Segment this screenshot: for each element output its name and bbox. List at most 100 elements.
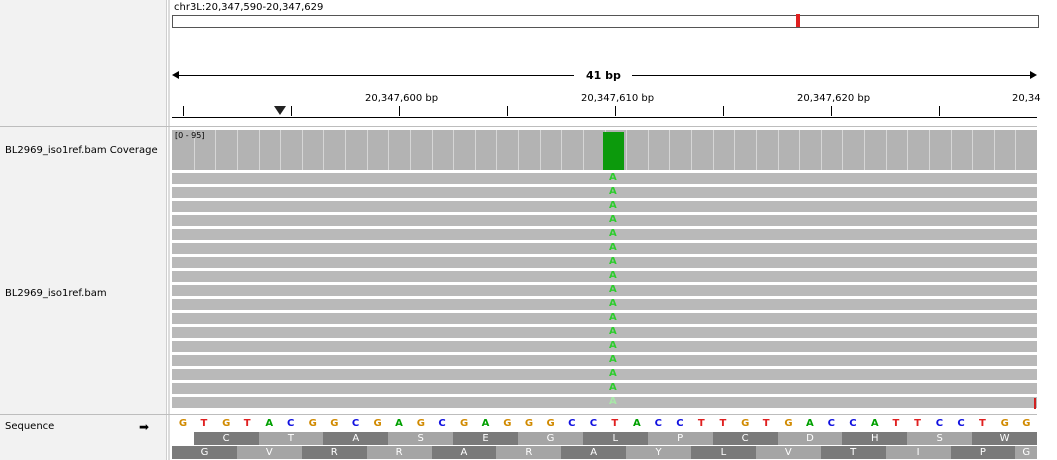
reference-base: T [697, 418, 705, 429]
coverage-column-divider [366, 130, 368, 170]
mismatch-base: A [609, 396, 617, 407]
ruler-tick [399, 106, 400, 116]
coverage-column-divider [1015, 130, 1017, 170]
aligned-read[interactable] [172, 369, 1037, 380]
mismatch-base: A [609, 326, 617, 337]
panel-divider[interactable] [168, 0, 170, 460]
amino-acid: C [712, 432, 778, 445]
reference-base: A [395, 418, 403, 429]
reference-base: C [957, 418, 965, 429]
mismatch-base: A [609, 172, 617, 183]
aligned-read[interactable] [172, 383, 1037, 394]
aligned-read[interactable] [172, 271, 1037, 282]
coverage-column-divider [301, 130, 303, 170]
coverage-column-divider [280, 130, 282, 170]
amino-acid: G [518, 432, 583, 445]
reference-base: A [870, 418, 879, 429]
alignment-track-name[interactable]: BL2969_iso1ref.bam [5, 288, 107, 299]
coverage-column-divider [626, 130, 628, 170]
ruler-baseline [172, 117, 1037, 118]
reference-base: C [351, 418, 360, 429]
aligned-read[interactable] [172, 341, 1037, 352]
aligned-read[interactable] [172, 355, 1037, 366]
coverage-column-divider [388, 130, 390, 170]
ruler-tick-label: 20,347,610 bp [581, 93, 655, 104]
amino-acid: E [453, 432, 518, 445]
span-label: 41 bp [586, 69, 621, 82]
coverage-column-divider [799, 130, 801, 170]
amino-acid: V [755, 446, 821, 459]
aligned-read[interactable] [172, 215, 1037, 226]
aligned-read[interactable] [172, 243, 1037, 254]
reference-base: G [1000, 418, 1009, 429]
amino-acid: G [172, 446, 237, 459]
reference-base: G [416, 418, 425, 429]
coverage-column-divider [993, 130, 995, 170]
aligned-read[interactable] [172, 299, 1037, 310]
reference-base: G [741, 418, 750, 429]
center-line-marker-icon [274, 106, 286, 115]
amino-acid: R [496, 446, 562, 459]
reference-base: C [654, 418, 662, 429]
reference-base: G [546, 418, 555, 429]
aligned-read[interactable] [172, 313, 1037, 324]
mismatch-base: A [609, 368, 617, 379]
ruler-tick-label: 20,347,600 bp [365, 93, 439, 104]
aligned-read[interactable] [172, 257, 1037, 268]
reference-base: G [524, 418, 534, 429]
amino-acid: P [647, 432, 713, 445]
coverage-column-divider [712, 130, 714, 170]
reference-base: G [330, 418, 339, 429]
coverage-data-range: [0 - 95] [175, 131, 205, 140]
reference-base: G [459, 418, 469, 429]
coverage-mismatch-bar[interactable] [603, 132, 624, 170]
aligned-read[interactable] [172, 173, 1037, 184]
ruler-tick [831, 106, 832, 116]
mismatch-base: A [609, 270, 617, 281]
mismatch-base: A [609, 242, 617, 253]
aligned-read[interactable] [172, 285, 1037, 296]
amino-acid: I [885, 446, 951, 459]
locus-label: chr3L:20,347,590-20,347,629 [174, 2, 324, 13]
reference-base: A [632, 418, 641, 429]
ruler-tick [183, 106, 184, 116]
coverage-column-divider [474, 130, 476, 170]
track-separator [0, 414, 1037, 415]
reference-base: C [589, 418, 598, 429]
mismatch-base: A [609, 298, 617, 309]
aligned-read[interactable] [172, 201, 1037, 212]
reference-base: A [481, 418, 490, 429]
strand-arrow-icon[interactable]: ➡ [139, 420, 150, 434]
track-name-panel [0, 0, 167, 460]
mismatch-base: A [609, 214, 617, 225]
ruler-tick [939, 106, 940, 116]
amino-acid: T [258, 432, 324, 445]
coverage-track-name[interactable]: BL2969_iso1ref.bam Coverage [5, 145, 158, 156]
coverage-column-divider [647, 130, 649, 170]
coverage-column-divider [777, 130, 779, 170]
coverage-column-divider [561, 130, 563, 170]
amino-acid: G [1015, 446, 1037, 459]
aligned-read[interactable] [172, 187, 1037, 198]
amino-acid: H [842, 432, 908, 445]
chromosome-ideogram[interactable] [172, 15, 1039, 28]
header-separator [0, 126, 1037, 127]
sequence-track-name[interactable]: Sequence [5, 421, 55, 432]
amino-acid: V [236, 446, 302, 459]
coverage-column-divider [669, 130, 671, 170]
amino-acid: S [388, 432, 454, 445]
reference-base: A [805, 418, 814, 429]
coverage-column-divider [215, 130, 217, 170]
coverage-column-divider [885, 130, 887, 170]
aligned-read[interactable] [172, 397, 1037, 408]
aligned-read[interactable] [172, 327, 1037, 338]
reference-base: C [568, 418, 576, 429]
aligned-read[interactable] [172, 229, 1037, 240]
ruler-tick-label: 20,34 [1012, 93, 1041, 104]
amino-acid: P [950, 446, 1016, 459]
amino-acid: A [561, 446, 627, 459]
coverage-column-divider [453, 130, 455, 170]
mismatch-base: A [609, 312, 617, 323]
reference-base: C [935, 418, 944, 429]
reference-base: G [784, 418, 793, 429]
